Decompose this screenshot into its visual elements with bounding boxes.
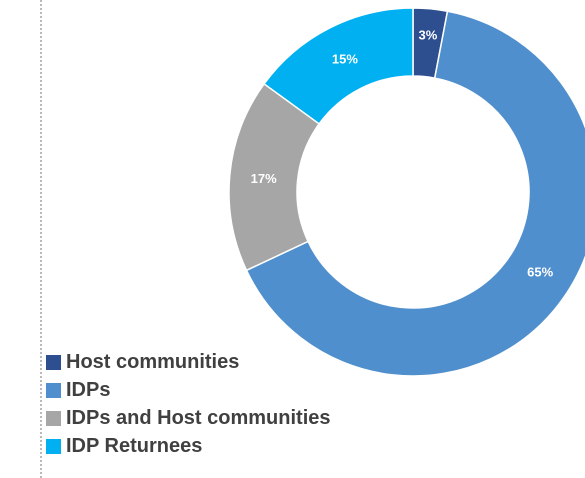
- data-label-idps: 65%: [527, 265, 553, 280]
- slice-idps: [245, 10, 585, 377]
- legend-label: Host communities: [66, 350, 240, 373]
- slice-idp-returnees: [263, 7, 414, 125]
- chart-legend: Host communities IDPs IDPs and Host comm…: [46, 348, 331, 460]
- legend-label: IDPs and Host communities: [66, 406, 331, 429]
- legend-swatch: [46, 410, 61, 426]
- data-label-idps-and-host-communities: 17%: [251, 171, 277, 186]
- legend-label: IDPs: [66, 378, 111, 401]
- donut-slice-labels: 3% 65% 17% 15%: [251, 28, 554, 280]
- legend-item-host-communities: Host communities: [46, 348, 331, 376]
- legend-swatch: [46, 354, 61, 370]
- legend-swatch: [46, 438, 61, 454]
- legend-label: IDP Returnees: [66, 434, 203, 457]
- donut-slices: [228, 7, 585, 377]
- dotted-divider: [40, 0, 42, 478]
- legend-item-idps: IDPs: [46, 376, 331, 404]
- legend-item-idps-and-host-communities: IDPs and Host communities: [46, 404, 331, 432]
- data-label-host-communities: 3%: [419, 28, 438, 43]
- legend-swatch: [46, 382, 61, 398]
- data-label-idp-returnees: 15%: [332, 51, 358, 66]
- legend-item-idp-returnees: IDP Returnees: [46, 432, 331, 460]
